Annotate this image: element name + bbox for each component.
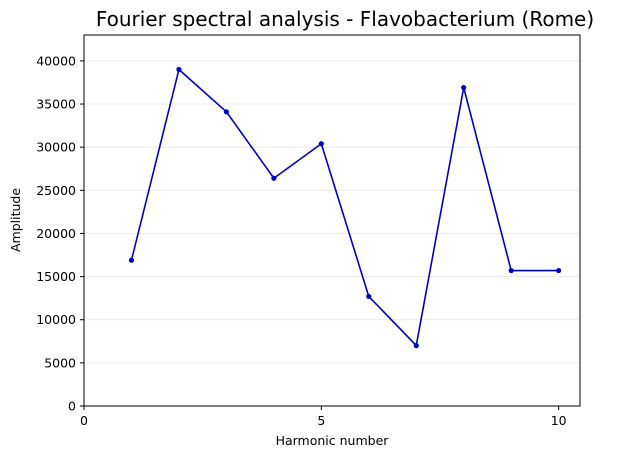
y-grid [84, 60, 580, 364]
x-tick-label: 10 [551, 413, 567, 428]
y-tick-label: 0 [68, 399, 76, 414]
y-tick-label: 15000 [36, 269, 76, 284]
y-tick-label: 30000 [36, 140, 76, 155]
y-tick-label: 40000 [36, 53, 76, 68]
plot-frame [83, 34, 581, 407]
series-group [128, 66, 562, 349]
y-tick-label: 10000 [36, 312, 76, 327]
y-axis-label: Amplitude [8, 188, 23, 252]
data-point [318, 141, 324, 147]
data-point [271, 175, 277, 181]
x-tick-label: 5 [317, 413, 325, 428]
chart-title: Fourier spectral analysis - Flavobacteri… [96, 7, 594, 31]
data-point [461, 85, 467, 91]
y-tick-label: 20000 [36, 226, 76, 241]
series-line [130, 68, 559, 347]
data-point [176, 66, 182, 73]
y-axis: 0 5000 10000 15000 20000 25000 30000 35000 40000 [36, 53, 84, 414]
data-point [223, 109, 229, 115]
data-point [556, 267, 562, 274]
data-point [128, 257, 135, 263]
data-point [508, 267, 514, 274]
y-tick-label: 35000 [36, 97, 76, 112]
x-axis-label: Harmonic number [276, 433, 390, 448]
data-point [366, 293, 372, 300]
data-point [413, 343, 419, 349]
x-tick-label: 0 [80, 413, 88, 428]
y-tick-label: 25000 [36, 183, 76, 198]
y-tick-label: 5000 [44, 355, 76, 370]
x-axis: 0 5 10 [80, 406, 567, 428]
